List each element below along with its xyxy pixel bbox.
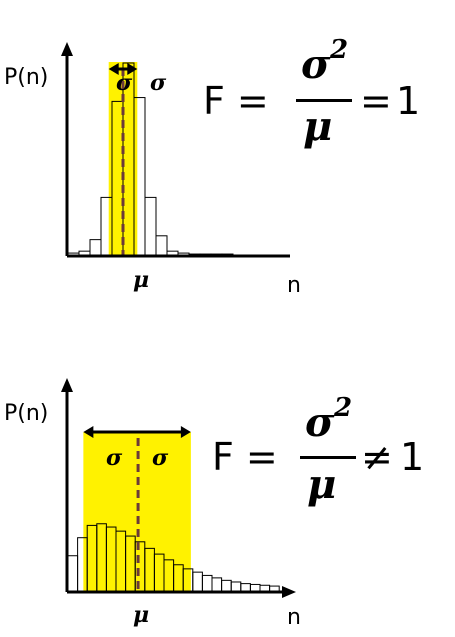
y-axis-label: P(n) [4, 401, 48, 426]
y-axis-arrowhead [61, 378, 73, 392]
histogram-bar [259, 584, 271, 592]
equation-lhs: F = [212, 435, 278, 479]
y-axis-arrowhead [61, 42, 73, 56]
equation-relation: ≠ [361, 435, 393, 479]
x-axis-label: n [287, 605, 301, 630]
histogram-bar [144, 196, 157, 256]
y-axis [61, 378, 73, 592]
equation-rhs: 1 [396, 79, 420, 123]
mean-label: μ [133, 267, 149, 293]
arrowhead-left [108, 63, 119, 75]
fraction-bar [300, 456, 356, 459]
histogram-bar [155, 235, 168, 256]
mean-label: μ [133, 602, 149, 628]
equation-rhs: 1 [400, 435, 424, 479]
equation-numerator: σ [301, 41, 331, 88]
histogram-bar [249, 583, 261, 592]
histogram-bar [78, 250, 91, 256]
histogram-bar [211, 577, 223, 592]
histogram-bar [240, 583, 251, 592]
panel-overdispersed: P(n) n μ σ σ F = σ 2 μ ≠ 1 [4, 378, 424, 630]
histogram-bar [269, 585, 280, 592]
equation-numerator: σ [305, 399, 335, 446]
arrowhead-right [127, 63, 138, 75]
x-axis-arrowhead [282, 586, 296, 598]
equation-exponent: 2 [329, 35, 348, 65]
histogram-bar [230, 581, 242, 592]
x-axis [67, 586, 296, 598]
histogram-bar [89, 239, 102, 256]
sigma-left-label: σ [106, 445, 123, 471]
fano-equation: F = σ 2 μ ≠ 1 [212, 393, 424, 508]
histogram-bar [166, 250, 179, 256]
arrowhead-right [180, 426, 191, 438]
panel-poisson: P(n) n μ σ σ F = σ 2 μ = 1 [4, 35, 420, 298]
sigma-arrow [108, 63, 138, 75]
equation-denominator: μ [303, 103, 332, 150]
histogram-bar [67, 555, 79, 592]
equation-relation: = [360, 79, 392, 123]
equation-lhs: F = [203, 79, 269, 123]
histogram-bar [201, 574, 213, 592]
arrowhead-left [83, 426, 94, 438]
x-axis-label: n [287, 273, 301, 298]
equation-denominator: μ [307, 461, 336, 508]
y-axis-label: P(n) [4, 65, 48, 90]
y-axis [61, 42, 73, 256]
sigma-right-label: σ [152, 445, 169, 471]
histogram-bar [221, 579, 232, 592]
fano-equation: F = σ 2 μ = 1 [203, 35, 420, 150]
sigma-right-label: σ [150, 70, 167, 96]
equation-exponent: 2 [333, 393, 352, 423]
sigma-left-label: σ [116, 70, 133, 96]
sigma-arrow [83, 426, 191, 438]
histogram-bar [192, 571, 203, 592]
fraction-bar [296, 99, 352, 102]
